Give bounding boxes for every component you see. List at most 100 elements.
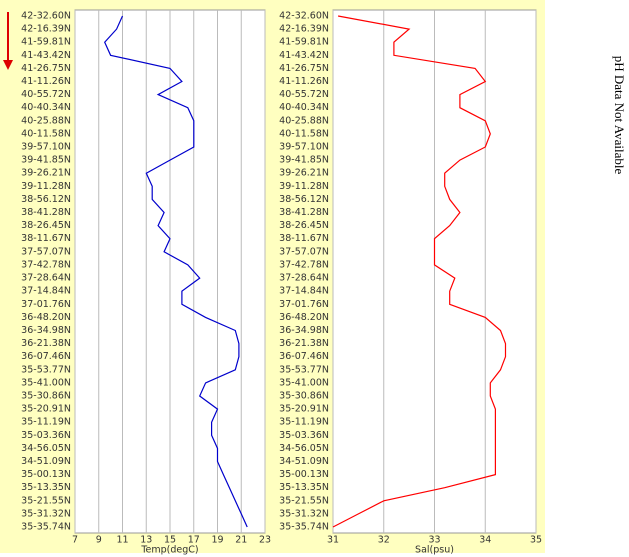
y-tick-label: 39-57.10N bbox=[279, 142, 329, 153]
y-tick-label: 37-42.78N bbox=[279, 259, 329, 270]
y-tick-label: 41-26.75N bbox=[21, 63, 71, 74]
y-tick-label: 38-11.67N bbox=[21, 233, 71, 244]
x-tick-label: 23 bbox=[259, 535, 271, 546]
y-tick-label: 37-14.84N bbox=[279, 286, 329, 297]
x-tick-label: 33 bbox=[428, 535, 440, 546]
arrow-head bbox=[3, 60, 13, 70]
y-tick-label: 37-28.64N bbox=[21, 273, 71, 284]
y-tick-label: 35-31.32N bbox=[279, 508, 329, 519]
y-tick-label: 39-57.10N bbox=[21, 142, 71, 153]
y-tick-label: 39-11.28N bbox=[21, 181, 71, 192]
x-tick-label: 15 bbox=[164, 535, 176, 546]
y-tick-label: 35-20.91N bbox=[279, 404, 329, 415]
y-tick-label: 41-26.75N bbox=[279, 63, 329, 74]
x-tick-label: 31 bbox=[327, 535, 339, 546]
y-tick-label: 39-11.28N bbox=[279, 181, 329, 192]
y-tick-label: 41-43.42N bbox=[279, 50, 329, 61]
x-tick-label: 7 bbox=[72, 535, 78, 546]
y-tick-label: 34-51.09N bbox=[21, 456, 71, 467]
y-tick-label: 42-16.39N bbox=[279, 24, 329, 35]
y-tick-label: 38-56.12N bbox=[279, 194, 329, 205]
x-axis-label: Temp(degC) bbox=[140, 545, 198, 556]
y-tick-label: 35-21.55N bbox=[279, 495, 329, 506]
y-tick-label: 41-11.26N bbox=[279, 76, 329, 87]
y-tick-label: 37-28.64N bbox=[279, 273, 329, 284]
y-tick-label: 40-11.58N bbox=[279, 128, 329, 139]
x-tick-label: 17 bbox=[188, 535, 200, 546]
y-tick-label: 35-31.32N bbox=[21, 508, 71, 519]
y-tick-label: 35-53.77N bbox=[21, 364, 71, 375]
x-tick-label: 13 bbox=[140, 535, 152, 546]
y-tick-label: 40-25.88N bbox=[21, 115, 71, 126]
x-tick-label: 34 bbox=[479, 535, 491, 546]
x-tick-label: 9 bbox=[96, 535, 102, 546]
y-tick-label: 35-21.55N bbox=[21, 495, 71, 506]
y-tick-label: 36-48.20N bbox=[21, 312, 71, 323]
y-tick-label: 35-41.00N bbox=[279, 377, 329, 388]
y-tick-label: 34-56.05N bbox=[279, 443, 329, 454]
y-tick-label: 35-41.00N bbox=[21, 377, 71, 388]
y-tick-label: 41-59.81N bbox=[279, 37, 329, 48]
y-tick-label: 35-30.86N bbox=[21, 390, 71, 401]
y-tick-label: 37-42.78N bbox=[21, 259, 71, 270]
y-tick-label: 35-20.91N bbox=[21, 404, 71, 415]
x-tick-label: 21 bbox=[235, 535, 247, 546]
y-tick-label: 40-25.88N bbox=[279, 115, 329, 126]
x-tick-label: 32 bbox=[378, 535, 390, 546]
x-tick-label: 11 bbox=[116, 535, 128, 546]
y-tick-label: 36-34.98N bbox=[279, 325, 329, 336]
x-axis-label: Sal(psu) bbox=[415, 545, 454, 556]
data-line bbox=[332, 15, 507, 528]
x-tick-label: 19 bbox=[211, 535, 223, 546]
y-tick-label: 35-00.13N bbox=[21, 469, 71, 480]
y-tick-label: 37-14.84N bbox=[21, 286, 71, 297]
y-tick-label: 39-26.21N bbox=[279, 168, 329, 179]
y-tick-label: 36-07.46N bbox=[21, 351, 71, 362]
y-tick-label: 38-26.45N bbox=[21, 220, 71, 231]
y-tick-label: 39-41.85N bbox=[21, 155, 71, 166]
y-tick-label: 40-40.34N bbox=[21, 102, 71, 113]
annotation: pH Data Not Available bbox=[612, 56, 627, 175]
y-tick-label: 38-56.12N bbox=[21, 194, 71, 205]
y-tick-label: 37-01.76N bbox=[21, 299, 71, 310]
y-tick-label: 35-35.74N bbox=[279, 522, 329, 533]
y-tick-label: 35-03.36N bbox=[279, 430, 329, 441]
y-tick-label: 37-57.07N bbox=[21, 246, 71, 257]
y-tick-label: 38-41.28N bbox=[21, 207, 71, 218]
y-tick-label: 37-01.76N bbox=[279, 299, 329, 310]
y-tick-label: 41-43.42N bbox=[21, 50, 71, 61]
y-tick-label: 40-55.72N bbox=[21, 89, 71, 100]
y-tick-label: 36-34.98N bbox=[21, 325, 71, 336]
y-tick-label: 35-13.35N bbox=[279, 482, 329, 493]
y-tick-label: 40-55.72N bbox=[279, 89, 329, 100]
y-tick-label: 38-41.28N bbox=[279, 207, 329, 218]
y-tick-label: 35-53.77N bbox=[279, 364, 329, 375]
y-tick-label: 40-11.58N bbox=[21, 128, 71, 139]
y-tick-label: 35-35.74N bbox=[21, 522, 71, 533]
y-tick-label: 41-59.81N bbox=[21, 37, 71, 48]
y-tick-label: 39-41.85N bbox=[279, 155, 329, 166]
y-tick-label: 34-56.05N bbox=[21, 443, 71, 454]
y-tick-label: 40-40.34N bbox=[279, 102, 329, 113]
x-tick-label: 35 bbox=[530, 535, 542, 546]
y-tick-label: 34-51.09N bbox=[279, 456, 329, 467]
y-tick-label: 35-11.19N bbox=[279, 417, 329, 428]
y-tick-label: 36-21.38N bbox=[21, 338, 71, 349]
y-tick-label: 36-07.46N bbox=[279, 351, 329, 362]
data-line bbox=[103, 15, 248, 528]
y-tick-label: 38-26.45N bbox=[279, 220, 329, 231]
y-tick-label: 42-32.60N bbox=[279, 11, 329, 22]
y-tick-label: 42-16.39N bbox=[21, 24, 71, 35]
y-tick-label: 35-13.35N bbox=[21, 482, 71, 493]
y-tick-label: 38-11.67N bbox=[279, 233, 329, 244]
y-tick-label: 37-57.07N bbox=[279, 246, 329, 257]
y-tick-label: 41-11.26N bbox=[21, 76, 71, 87]
y-tick-label: 35-30.86N bbox=[279, 390, 329, 401]
y-tick-label: 35-03.36N bbox=[21, 430, 71, 441]
y-tick-label: 36-48.20N bbox=[279, 312, 329, 323]
y-tick-label: 42-32.60N bbox=[21, 11, 71, 22]
y-tick-label: 36-21.38N bbox=[279, 338, 329, 349]
y-tick-label: 35-00.13N bbox=[279, 469, 329, 480]
y-tick-label: 35-11.19N bbox=[21, 417, 71, 428]
